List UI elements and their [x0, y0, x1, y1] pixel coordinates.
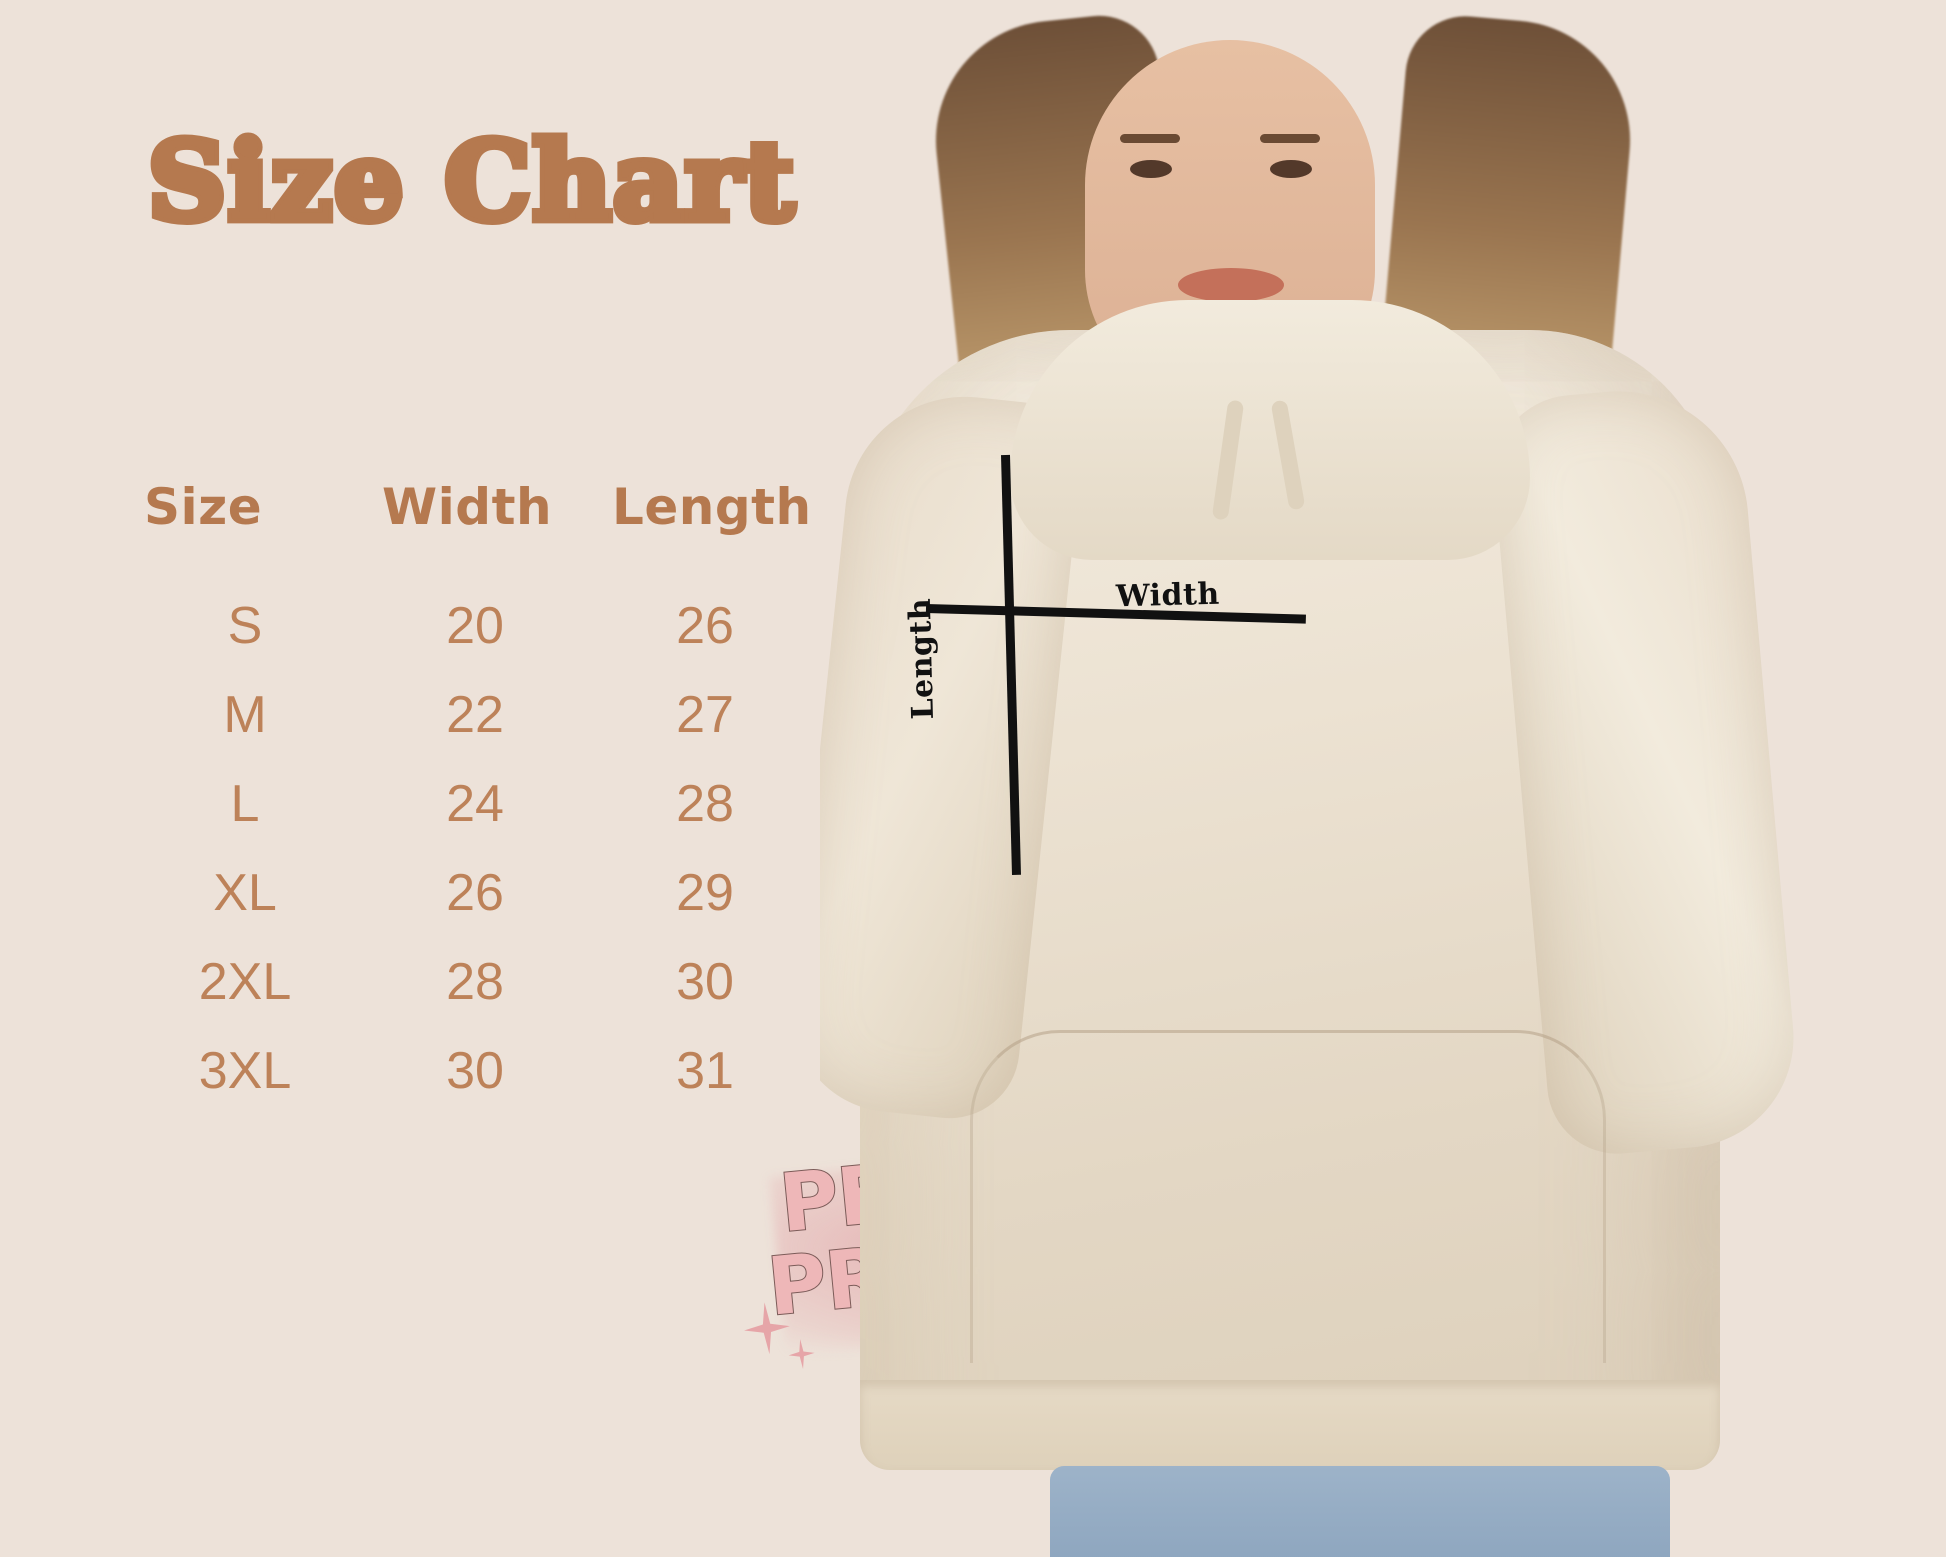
model-jeans	[1050, 1466, 1670, 1557]
page-title: Size Chart	[144, 119, 799, 245]
cell-length: 27	[676, 686, 734, 744]
cell-length: 26	[676, 597, 734, 655]
cell-length: 30	[676, 953, 734, 1011]
cell-length: 29	[676, 864, 734, 922]
cell-width: 28	[446, 953, 504, 1011]
table-body: S 20 26 M 22 27 L 24 28 XL 26 29	[130, 596, 890, 1130]
cell-width: 30	[446, 1042, 504, 1100]
column-header-length: Length	[612, 478, 812, 536]
size-table: Size Width Length S 20 26 M 22 27 L	[130, 478, 890, 1130]
cell-size: S	[227, 597, 263, 655]
cell-size: M	[223, 686, 267, 744]
cell-size: XL	[213, 864, 277, 922]
cell-width: 24	[446, 775, 504, 833]
table-header: Size Width Length	[130, 478, 890, 596]
table-row: L 24 28	[130, 774, 890, 863]
cell-width: 20	[446, 597, 504, 655]
table-row: S 20 26	[130, 596, 890, 685]
column-header-size: Size	[144, 478, 263, 536]
cell-size: L	[230, 775, 260, 833]
cell-length: 31	[676, 1042, 734, 1100]
model-lips	[1178, 268, 1284, 302]
left-panel: Size Chart Size Width Length S 20 26 M 2…	[130, 119, 890, 1130]
cell-width: 22	[446, 686, 504, 744]
cell-size: 2XL	[198, 953, 292, 1011]
table-row: 2XL 28 30	[130, 952, 890, 1041]
model-eye-left	[1130, 160, 1172, 178]
table-row: XL 26 29	[130, 863, 890, 952]
model-brow-right	[1260, 134, 1320, 143]
hoodie-hood	[1010, 300, 1530, 560]
cell-size: 3XL	[198, 1042, 292, 1100]
cell-width: 26	[446, 864, 504, 922]
table-row: M 22 27	[130, 685, 890, 774]
hoodie-pocket	[970, 1030, 1606, 1363]
hoodie-hem	[860, 1380, 1720, 1470]
table-header-row: Size Width Length	[130, 478, 890, 596]
product-photo: Width Length	[820, 0, 1946, 1557]
model-brow-left	[1120, 134, 1180, 143]
column-header-width: Width	[382, 478, 553, 536]
table-row: 3XL 30 31	[130, 1041, 890, 1130]
cell-length: 28	[676, 775, 734, 833]
model-eye-right	[1270, 160, 1312, 178]
